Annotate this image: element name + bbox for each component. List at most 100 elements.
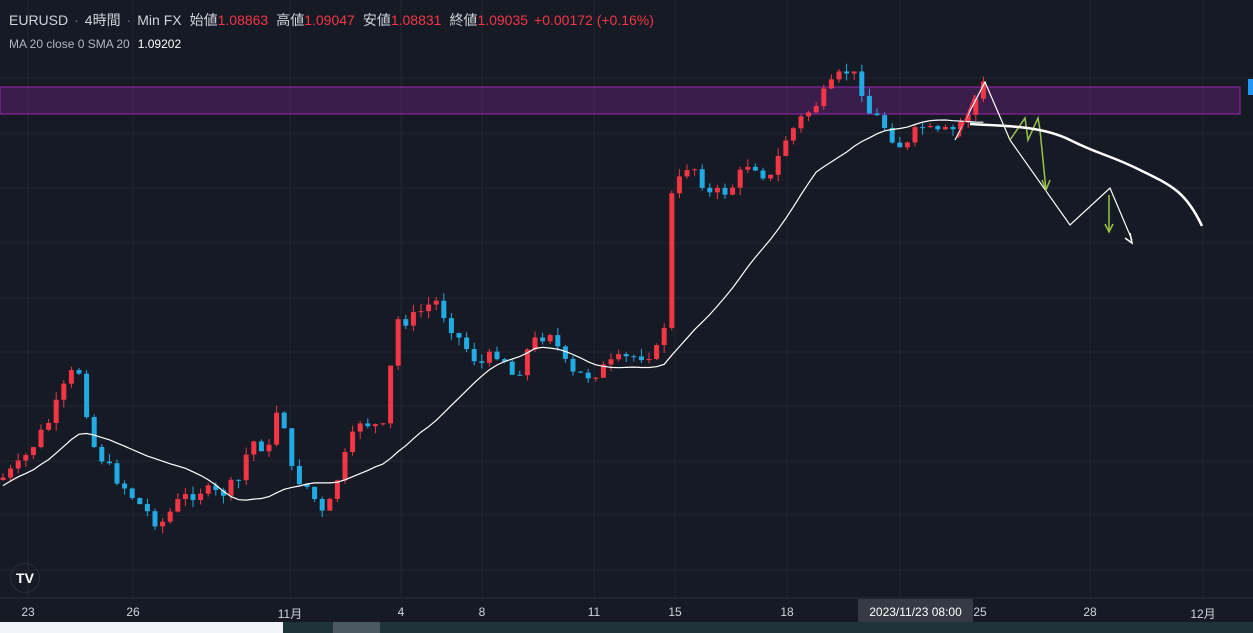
candle-body bbox=[479, 361, 485, 363]
candle-body bbox=[547, 335, 553, 342]
candle-body bbox=[395, 319, 401, 366]
candle-body bbox=[357, 423, 363, 432]
time-label: 8 bbox=[478, 605, 486, 619]
time-label: 4 bbox=[397, 605, 405, 619]
candle-body bbox=[920, 127, 926, 129]
arrow-head-icon bbox=[1124, 232, 1134, 245]
candle-body bbox=[768, 174, 774, 179]
candle-body bbox=[722, 187, 728, 195]
candle-body bbox=[669, 193, 675, 328]
time-label: 11 bbox=[587, 605, 601, 619]
candle-body bbox=[388, 365, 394, 424]
candle-body bbox=[274, 412, 280, 445]
candle-body bbox=[319, 499, 325, 511]
resistance-zone bbox=[0, 86, 1241, 115]
candle-body bbox=[243, 454, 249, 481]
time-label: 23 bbox=[21, 605, 35, 619]
candle-body bbox=[471, 349, 477, 362]
candle-body bbox=[616, 354, 622, 360]
open-label: 始値 bbox=[189, 12, 218, 28]
candle-body bbox=[980, 81, 986, 99]
candle-body bbox=[76, 370, 82, 374]
change-value: +0.00172 (+0.16%) bbox=[534, 12, 654, 28]
interval[interactable]: 4時間 bbox=[84, 12, 121, 28]
candle-body bbox=[410, 311, 416, 326]
candle-body bbox=[851, 71, 857, 74]
candle-body bbox=[137, 498, 143, 505]
candle-body bbox=[699, 169, 705, 188]
scrollbar-thumb[interactable] bbox=[333, 622, 380, 633]
candle-body bbox=[935, 126, 941, 130]
low-label: 安値 bbox=[362, 12, 391, 28]
candle-body bbox=[821, 88, 827, 107]
candle-body bbox=[281, 412, 287, 429]
candle-body bbox=[122, 483, 128, 489]
candle-body bbox=[350, 431, 356, 453]
candle-body bbox=[106, 461, 112, 464]
indicator-value: 1.09202 bbox=[137, 37, 182, 51]
candle-body bbox=[509, 361, 515, 375]
scroll-area bbox=[0, 622, 283, 633]
candle-body bbox=[456, 333, 462, 338]
candle-body bbox=[882, 115, 888, 128]
time-label: 15 bbox=[668, 605, 682, 619]
candle-body bbox=[289, 428, 295, 466]
candle-body bbox=[813, 106, 819, 113]
candle-body bbox=[646, 358, 652, 361]
candle-body bbox=[654, 345, 660, 359]
candle-body bbox=[942, 126, 948, 130]
time-label: 28 bbox=[1083, 605, 1097, 619]
candle-body bbox=[631, 356, 637, 358]
open-value: 1.08863 bbox=[217, 12, 269, 28]
candle-body bbox=[973, 98, 979, 115]
candle-body bbox=[205, 485, 211, 494]
candle-body bbox=[745, 166, 751, 170]
candle-body bbox=[334, 480, 340, 499]
candle-body bbox=[593, 377, 599, 379]
candle-body bbox=[783, 140, 789, 156]
candle-body bbox=[889, 127, 895, 143]
candle-body bbox=[494, 351, 500, 360]
candle-body bbox=[190, 494, 196, 501]
candle-body bbox=[30, 447, 36, 456]
candle-body bbox=[844, 71, 850, 74]
candle-body bbox=[524, 349, 530, 376]
indicator-legend[interactable]: MA 20 close 0 SMA 20 1.09202 bbox=[9, 37, 181, 51]
candle-body bbox=[0, 477, 6, 480]
logo-text: TV bbox=[16, 570, 34, 586]
symbol-name[interactable]: EURUSD bbox=[9, 12, 69, 28]
candle-body bbox=[730, 187, 736, 195]
candle-body bbox=[585, 372, 591, 379]
candle-body bbox=[555, 335, 561, 347]
candle-body bbox=[798, 116, 804, 129]
candle-body bbox=[220, 489, 226, 496]
candle-body bbox=[167, 511, 173, 522]
time-label: 11月 bbox=[277, 607, 303, 621]
candle-body bbox=[68, 370, 74, 384]
crosshair-time-label: 2023/11/23 08:00 bbox=[858, 599, 973, 625]
candle-body bbox=[775, 155, 781, 175]
candle-body bbox=[464, 337, 470, 350]
candle-body bbox=[608, 359, 614, 365]
tradingview-logo[interactable]: TV bbox=[10, 563, 40, 593]
candle-body bbox=[790, 128, 796, 141]
candle-body bbox=[752, 166, 758, 171]
candle-body bbox=[8, 468, 14, 478]
projection-line bbox=[954, 80, 1133, 241]
candle-body bbox=[365, 423, 371, 427]
candle-body bbox=[836, 71, 842, 80]
candle-body bbox=[600, 364, 606, 378]
scroll-track[interactable] bbox=[0, 622, 1253, 633]
candle-body bbox=[965, 114, 971, 122]
candle-body bbox=[296, 465, 302, 485]
symbol-legend: EURUSD · 4時間 · Min FX 始値1.08863 高値1.0904… bbox=[9, 12, 654, 28]
candle-body bbox=[99, 446, 105, 462]
candle-body bbox=[182, 494, 188, 500]
candle-body bbox=[927, 126, 933, 128]
candle-body bbox=[517, 374, 523, 376]
candle-body bbox=[91, 417, 97, 447]
candle-body bbox=[372, 424, 378, 427]
candle-body bbox=[236, 479, 242, 481]
candle-body bbox=[380, 423, 386, 425]
